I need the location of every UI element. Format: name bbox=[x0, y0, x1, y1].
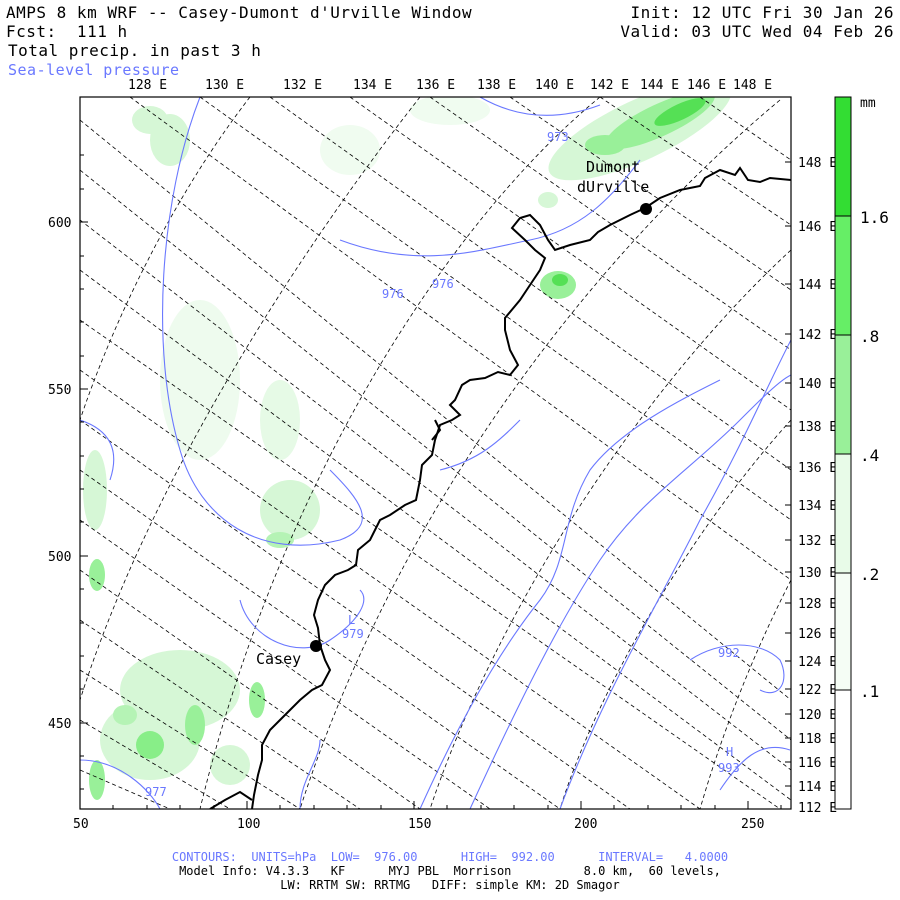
top-lon-label: 138 E bbox=[477, 78, 516, 93]
top-lon-label: 140 E bbox=[535, 78, 574, 93]
colorbar-level: .2 bbox=[860, 565, 879, 584]
top-lon-label: 136 E bbox=[416, 78, 455, 93]
colorbar-segment bbox=[835, 454, 851, 573]
physics-info: LW: RRTM SW: RRTMG DIFF: simple KM: 2D S… bbox=[280, 878, 620, 892]
y-axis-label: 500 bbox=[48, 550, 71, 565]
top-lon-labels: 128 E 130 E 132 E 134 E 136 E 138 E 140 … bbox=[128, 78, 772, 93]
colorbar-units: mm bbox=[860, 96, 876, 111]
x-axis-label: 200 bbox=[574, 817, 597, 832]
right-lon-label: 118 E bbox=[798, 732, 837, 747]
colorbar-level: .1 bbox=[860, 682, 879, 701]
colorbar-segment bbox=[835, 335, 851, 454]
right-lon-label: 128 E bbox=[798, 597, 837, 612]
right-lon-label: 120 E bbox=[798, 708, 837, 723]
map-panel bbox=[80, 97, 791, 809]
x-axis-label: 50 bbox=[73, 817, 89, 832]
dumont-durville-marker bbox=[640, 203, 652, 215]
contour-label: 979 bbox=[342, 627, 364, 641]
right-lon-label: 142 E bbox=[798, 328, 837, 343]
x-axis-ticks bbox=[79, 801, 782, 809]
colorbar-segment bbox=[835, 97, 851, 216]
right-lon-label: 134 E bbox=[798, 499, 837, 514]
graticule-meridians bbox=[80, 97, 791, 809]
colorbar-level: .8 bbox=[860, 327, 879, 346]
y-axis-label: 550 bbox=[48, 383, 71, 398]
dumont-label-1: Dumont bbox=[586, 158, 640, 176]
right-lon-label: 144 E bbox=[798, 278, 837, 293]
right-lon-label: 146 E bbox=[798, 220, 837, 235]
top-lon-label: 146 E bbox=[687, 78, 726, 93]
model-info: Model Info: V4.3.3 KF MYJ PBL Morrison 8… bbox=[179, 864, 721, 878]
right-lon-label: 136 E bbox=[798, 461, 837, 476]
right-lon-label: 114 E bbox=[798, 780, 837, 795]
x-axis-label: 100 bbox=[237, 817, 260, 832]
contour-label: 992 bbox=[718, 646, 740, 660]
map-border bbox=[79, 96, 792, 810]
right-lon-label: 112 E bbox=[798, 801, 837, 816]
contour-label: L bbox=[348, 613, 355, 627]
y-axis-label: 600 bbox=[48, 216, 71, 231]
right-lon-label: 116 E bbox=[798, 756, 837, 771]
y-axis-ticks bbox=[80, 154, 88, 790]
top-lon-label: 134 E bbox=[353, 78, 392, 93]
contour-label: 977 bbox=[145, 785, 167, 799]
colorbar-segment bbox=[835, 216, 851, 335]
top-lon-label: 142 E bbox=[590, 78, 629, 93]
slp-contours bbox=[80, 97, 791, 809]
x-axis-label: 150 bbox=[408, 817, 431, 832]
y-axis-labels: 600 550 500 450 bbox=[48, 216, 71, 732]
right-lon-label: 126 E bbox=[798, 627, 837, 642]
colorbar-segment bbox=[835, 573, 851, 690]
casey-label: Casey bbox=[256, 650, 301, 668]
x-axis-label: 250 bbox=[741, 817, 764, 832]
right-lon-label: 148 E bbox=[798, 156, 837, 171]
casey-marker bbox=[310, 640, 322, 652]
contour-labels: 973 976 976 979 L 992 H 993 977 bbox=[145, 130, 740, 799]
right-lon-label: 132 E bbox=[798, 534, 837, 549]
graticule-parallels bbox=[80, 97, 791, 809]
dumont-label-2: dUrville bbox=[577, 178, 649, 196]
contour-info: CONTOURS: UNITS=hPa LOW= 976.00 HIGH= 99… bbox=[171, 850, 729, 864]
map-title: AMPS 8 km WRF -- Casey-Dumont d'Urville … bbox=[6, 3, 473, 22]
contour-label: 993 bbox=[718, 761, 740, 775]
right-lon-labels: 148 E 146 E 144 E 142 E 140 E 138 E 136 … bbox=[798, 156, 837, 816]
right-lon-label: 140 E bbox=[798, 377, 837, 392]
right-lon-label: 138 E bbox=[798, 420, 837, 435]
x-axis-labels: 50 100 150 200 250 bbox=[73, 817, 764, 832]
contour-label: H bbox=[726, 745, 733, 759]
colorbar-level: 1.6 bbox=[860, 208, 889, 227]
top-lon-label: 130 E bbox=[205, 78, 244, 93]
contour-label: 973 bbox=[547, 130, 569, 144]
valid-time: Valid: 03 UTC Wed 04 Feb 26 bbox=[620, 22, 894, 41]
contour-label: 976 bbox=[432, 277, 454, 291]
top-lon-label: 132 E bbox=[283, 78, 322, 93]
top-lon-label: 128 E bbox=[128, 78, 167, 93]
right-lon-label: 124 E bbox=[798, 655, 837, 670]
colorbar-level: .4 bbox=[860, 446, 879, 465]
field-name: Total precip. in past 3 h bbox=[8, 41, 262, 60]
init-time: Init: 12 UTC Fri 30 Jan 26 bbox=[630, 3, 894, 22]
colorbar-segment bbox=[835, 690, 851, 809]
y-axis-label: 450 bbox=[48, 717, 71, 732]
contour-field-name: Sea-level pressure bbox=[8, 61, 180, 79]
right-lon-label: 122 E bbox=[798, 683, 837, 698]
right-lon-label: 130 E bbox=[798, 566, 837, 581]
right-edge-ticks bbox=[785, 161, 791, 787]
coastline bbox=[209, 166, 791, 809]
forecast-hour: Fcst: 111 h bbox=[6, 22, 128, 41]
precip-shading bbox=[83, 97, 732, 800]
contour-label: 976 bbox=[382, 287, 404, 301]
top-lon-label: 144 E bbox=[640, 78, 679, 93]
colorbar: mm 1.6 .8 .4 .2 .1 bbox=[834, 96, 889, 810]
top-lon-label: 148 E bbox=[733, 78, 772, 93]
